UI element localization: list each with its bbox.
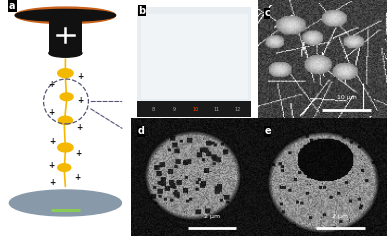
Text: +: + bbox=[49, 137, 56, 146]
Bar bbox=[137, 101, 252, 117]
Text: 12: 12 bbox=[234, 107, 241, 112]
Text: c: c bbox=[264, 8, 270, 18]
Ellipse shape bbox=[49, 49, 82, 57]
Text: +: + bbox=[48, 161, 54, 170]
Text: 11: 11 bbox=[213, 107, 219, 112]
Text: +: + bbox=[77, 123, 83, 132]
Text: 2 μm: 2 μm bbox=[332, 215, 349, 219]
Text: 10 μm: 10 μm bbox=[337, 95, 357, 100]
Text: +: + bbox=[78, 96, 84, 105]
Text: +: + bbox=[48, 80, 54, 89]
Text: +: + bbox=[49, 178, 56, 187]
Text: d: d bbox=[137, 126, 144, 136]
Text: 2 μm: 2 μm bbox=[204, 215, 220, 219]
Ellipse shape bbox=[58, 116, 72, 124]
Text: b: b bbox=[139, 6, 146, 16]
Ellipse shape bbox=[58, 164, 71, 171]
Text: a: a bbox=[9, 1, 15, 11]
Bar bbox=[49, 15, 82, 53]
Ellipse shape bbox=[15, 7, 116, 24]
Ellipse shape bbox=[58, 143, 73, 152]
Text: 10: 10 bbox=[192, 107, 199, 112]
Bar bbox=[137, 7, 252, 104]
Ellipse shape bbox=[9, 190, 122, 216]
Text: +: + bbox=[48, 108, 54, 117]
Bar bbox=[141, 14, 248, 99]
Text: +: + bbox=[75, 149, 82, 158]
Text: +: + bbox=[78, 72, 84, 81]
Text: 8: 8 bbox=[152, 107, 155, 112]
Text: e: e bbox=[264, 126, 271, 136]
Text: 9: 9 bbox=[173, 107, 176, 112]
Ellipse shape bbox=[15, 9, 116, 21]
Ellipse shape bbox=[60, 93, 73, 101]
Ellipse shape bbox=[58, 69, 73, 78]
Text: +: + bbox=[74, 173, 80, 181]
